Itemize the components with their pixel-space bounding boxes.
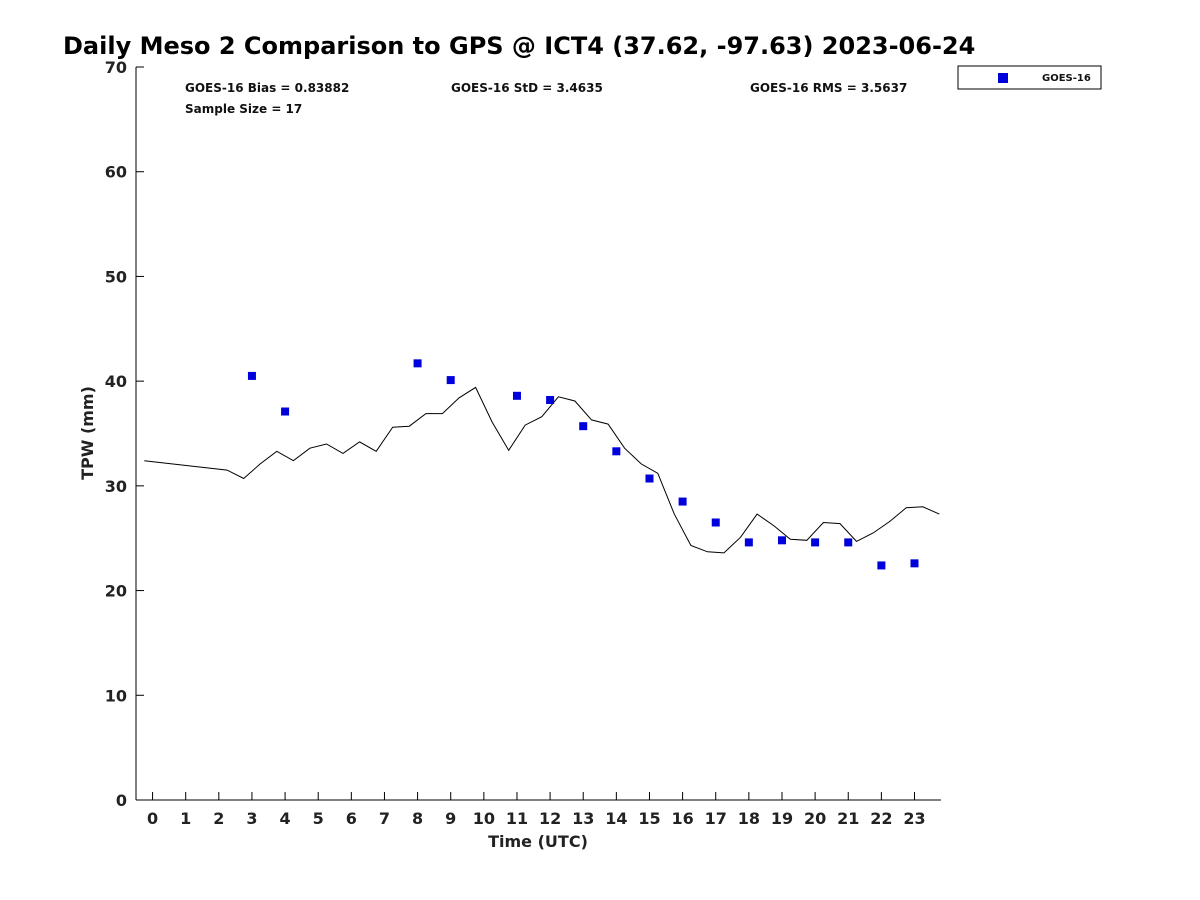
- x-tick-label: 9: [445, 809, 456, 828]
- goes16-point: [678, 497, 687, 506]
- goes16-point: [512, 391, 521, 400]
- std-stat: GOES-16 StD = 3.4635: [451, 81, 603, 95]
- y-tick-label: 60: [105, 163, 127, 182]
- goes16-point: [910, 559, 919, 568]
- y-tick-label: 20: [105, 582, 127, 601]
- x-tick-label: 8: [412, 809, 423, 828]
- x-axis-label: Time (UTC): [488, 832, 588, 851]
- legend-label-goes16: GOES-16: [1042, 73, 1091, 84]
- plot-axes: [135, 67, 941, 801]
- rms-stat: GOES-16 RMS = 3.5637: [750, 81, 907, 95]
- x-tick-label: 0: [147, 809, 158, 828]
- y-tick-label: 0: [116, 791, 127, 810]
- goes16-scatter-series: [247, 359, 919, 570]
- goes16-point: [413, 359, 422, 368]
- x-tick-label: 19: [771, 809, 793, 828]
- x-tick-label: 5: [313, 809, 324, 828]
- legend-box: [957, 65, 1102, 90]
- x-tick-label: 7: [379, 809, 390, 828]
- y-tick-label: 40: [105, 372, 127, 391]
- goes16-point: [777, 536, 786, 545]
- x-tick-label: 10: [473, 809, 495, 828]
- gps-line: [144, 386, 940, 554]
- x-tick-label: 1: [180, 809, 191, 828]
- goes16-point: [612, 447, 621, 456]
- x-tick-label: 15: [638, 809, 660, 828]
- x-tick-label: 16: [671, 809, 693, 828]
- x-tick-label: 4: [280, 809, 291, 828]
- goes16-point: [645, 474, 654, 483]
- gps-line-series: [144, 386, 940, 554]
- x-tick-label: 13: [572, 809, 594, 828]
- x-tick-label: 14: [605, 809, 627, 828]
- x-tick-label: 23: [903, 809, 925, 828]
- y-tick-label: 50: [105, 267, 127, 286]
- goes16-point: [811, 538, 820, 547]
- goes16-point: [446, 376, 455, 385]
- y-axis-label: TPW (mm): [78, 386, 97, 480]
- legend-marker-goes16: [998, 73, 1008, 83]
- x-tick-label: 3: [246, 809, 257, 828]
- goes16-point: [744, 538, 753, 547]
- bias-stat: GOES-16 Bias = 0.83882: [185, 81, 349, 95]
- chart-title: Daily Meso 2 Comparison to GPS @ ICT4 (3…: [63, 32, 975, 60]
- y-tick-label: 10: [105, 686, 127, 705]
- x-tick-label: 2: [213, 809, 224, 828]
- legend: GOES-16: [957, 65, 1102, 90]
- goes16-point: [579, 422, 588, 431]
- x-tick-label: 22: [870, 809, 892, 828]
- x-tick-label: 12: [539, 809, 561, 828]
- x-tick-label: 6: [346, 809, 357, 828]
- x-tick-label: 21: [837, 809, 859, 828]
- goes16-point: [546, 395, 555, 404]
- x-tick-label: 20: [804, 809, 826, 828]
- y-tick-label: 70: [105, 58, 127, 77]
- goes16-point: [281, 407, 290, 416]
- goes16-point: [711, 518, 720, 527]
- x-tick-label: 11: [506, 809, 528, 828]
- goes16-point: [247, 371, 256, 380]
- goes16-point: [877, 561, 886, 570]
- y-tick-label: 30: [105, 477, 127, 496]
- x-tick-label: 17: [705, 809, 727, 828]
- goes16-point: [844, 538, 853, 547]
- sample-size-stat: Sample Size = 17: [185, 102, 302, 116]
- x-tick-label: 18: [738, 809, 760, 828]
